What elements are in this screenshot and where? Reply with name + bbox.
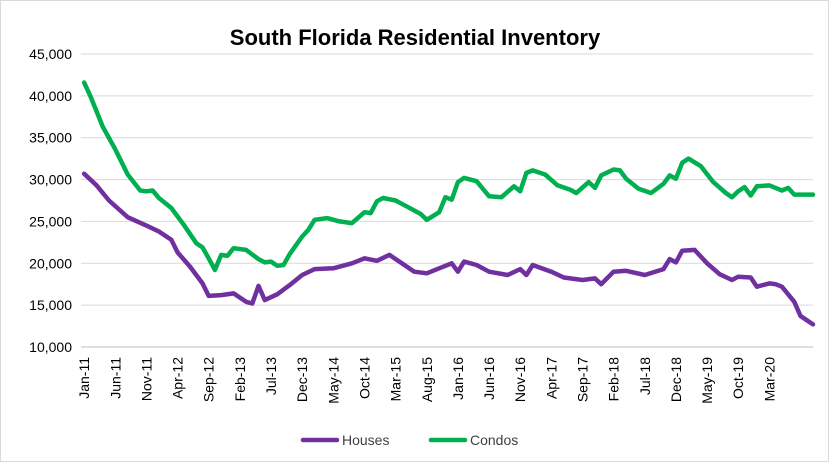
x-tick-label: Sep-12 (201, 357, 217, 402)
x-tick-label: Mar-20 (761, 357, 777, 402)
legend-label: Houses (342, 432, 389, 448)
y-axis-ticks: 10,000 15,000 20,000 25,000 30,000 35,000 40,0… (29, 46, 72, 355)
legend: Houses Condos (300, 432, 518, 448)
x-tick-label: Dec-18 (668, 357, 684, 402)
series-line-condos (81, 80, 816, 273)
y-tick-label: 30,000 (29, 172, 72, 188)
y-tick-label: 35,000 (29, 130, 72, 146)
y-tick-label: 25,000 (29, 213, 72, 229)
legend-label: Condos (470, 432, 518, 448)
y-tick-label: 15,000 (29, 297, 72, 313)
y-tick-label: 20,000 (29, 255, 72, 271)
series-line-houses (81, 171, 816, 327)
y-tick-label: 10,000 (29, 339, 72, 355)
x-tick-label: May-14 (325, 357, 341, 404)
x-tick-label: Nov-11 (138, 357, 154, 401)
x-tick-label: Aug-15 (419, 357, 435, 402)
x-tick-label: May-19 (699, 357, 715, 404)
x-tick-label: Jan-16 (450, 357, 466, 400)
x-axis-ticks: Jan-11 Jun-11 Nov-11 Apr-12 Sep-12 Feb-13 Jul-… (76, 357, 777, 404)
y-tick-label: 45,000 (29, 46, 72, 62)
x-tick-label: Sep-17 (574, 357, 590, 402)
x-tick-label: Jun-16 (481, 357, 497, 400)
x-tick-label: Jul-13 (263, 357, 279, 395)
x-tick-label: Feb-13 (232, 357, 248, 402)
x-tick-label: Jan-11 (76, 357, 92, 399)
x-tick-label: Oct-14 (356, 357, 372, 399)
chart-title: South Florida Residential Inventory (230, 25, 601, 50)
x-tick-label: Dec-13 (294, 357, 310, 402)
x-tick-label: Nov-16 (512, 357, 528, 402)
x-tick-label: Jun-11 (107, 357, 123, 399)
y-tick-label: 40,000 (29, 88, 72, 104)
x-tick-label: Apr-12 (170, 357, 186, 399)
series-lines (81, 80, 816, 327)
x-tick-label: Feb-18 (606, 357, 622, 402)
gridlines (81, 53, 813, 348)
x-tick-label: Apr-17 (543, 357, 559, 399)
x-tick-label: Mar-15 (388, 357, 404, 402)
x-tick-label: Jul-18 (637, 357, 653, 395)
x-tick-label: Oct-19 (730, 357, 746, 399)
